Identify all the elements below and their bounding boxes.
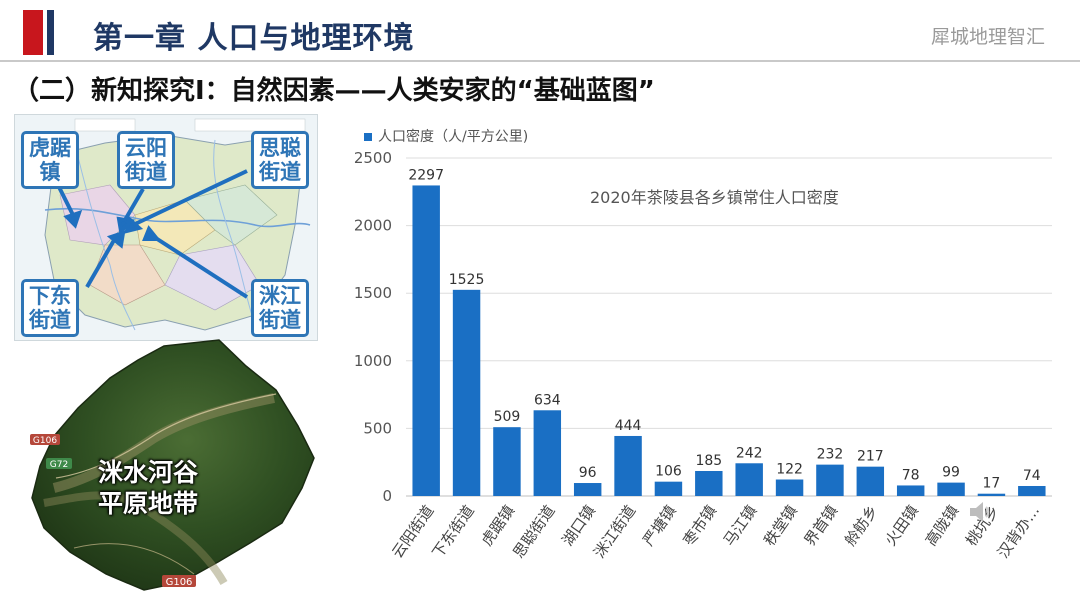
satellite-caption-line2: 平原地带	[97, 489, 198, 518]
map-label-yunyang: 云阳街道	[117, 131, 175, 189]
bar	[695, 470, 723, 496]
data-label: 634	[534, 392, 561, 408]
data-label: 242	[736, 445, 763, 461]
data-label: 444	[615, 418, 642, 434]
section-title: （二）新知探究Ⅰ：自然因素——人类安家的“基础蓝图”	[13, 76, 655, 106]
category-label: 虎踞镇	[478, 502, 519, 549]
data-label: 2297	[408, 167, 444, 183]
category-label: 枣市镇	[680, 502, 721, 549]
category-label: 马江镇	[720, 502, 761, 549]
category-label: 汉背办…	[994, 502, 1043, 561]
y-tick-label: 2000	[354, 217, 392, 235]
bar	[533, 410, 562, 496]
category-label: 秩堂镇	[760, 502, 801, 549]
data-label: 99	[942, 465, 960, 481]
chart-legend: 人口密度（人/平方公里)	[364, 126, 528, 146]
navy-accent-bar	[47, 10, 54, 55]
category-label: 高陇镇	[922, 502, 963, 549]
chart-title: 2020年茶陵县各乡镇常住人口密度	[590, 188, 839, 207]
bar	[1018, 485, 1046, 496]
category-label: 下东街道	[429, 502, 478, 561]
header-divider	[0, 60, 1080, 62]
data-label: 96	[579, 465, 597, 481]
map-label-huju: 虎踞镇	[21, 131, 79, 189]
category-label: 火田镇	[881, 502, 922, 549]
data-label: 17	[983, 476, 1001, 492]
bar	[412, 185, 440, 496]
legend-label: 人口密度（人/平方公里)	[378, 129, 529, 145]
map-label-xiadong: 下东街道	[21, 279, 79, 337]
category-label: 洣江街道	[590, 502, 639, 561]
bar	[856, 466, 885, 496]
bar	[977, 493, 1006, 496]
road-badge-g72: G72	[46, 458, 72, 470]
population-density-chart: 0 500 1000 1500 2000 2500 2297 云阳街道 1525 下东街道 509 虎…	[340, 118, 1062, 598]
bar	[614, 435, 642, 496]
y-tick-label: 500	[363, 419, 392, 437]
data-label: 232	[817, 447, 844, 463]
category-label: 舲舫乡	[841, 502, 882, 549]
county-map: 虎踞镇 云阳街道 思聪街道 下东街道 洣江街道	[14, 114, 318, 341]
satellite-caption-line1: 洣水河谷	[97, 458, 198, 487]
bar-chart-canvas: 050010001500200025002297云阳街道1525下东街道509虎…	[354, 149, 1052, 561]
legend-swatch	[364, 133, 372, 141]
data-label: 1525	[449, 272, 485, 288]
bar	[896, 485, 925, 496]
satellite-caption: 洣水河谷 平原地带	[58, 457, 238, 519]
road-badge-g106-bottom: G106	[162, 575, 196, 588]
y-tick-label: 2500	[354, 149, 392, 167]
slide-header: 第一章 人口与地理环境 犀城地理智汇	[0, 0, 1080, 62]
brand-label: 犀城地理智汇	[930, 26, 1045, 48]
data-label: 122	[776, 462, 803, 478]
bar	[775, 479, 804, 496]
bar	[654, 481, 683, 496]
y-tick-label: 0	[382, 487, 392, 505]
bar	[573, 483, 602, 496]
satellite-terrain-image: G106 G72 G106	[30, 339, 315, 591]
category-label: 界首镇	[801, 502, 842, 549]
bar	[816, 464, 844, 496]
speaker-icon[interactable]	[966, 498, 994, 526]
bar	[735, 463, 763, 496]
y-tick-label: 1000	[354, 352, 392, 370]
data-label: 78	[902, 467, 920, 483]
map-label-mijiang: 洣江街道	[251, 279, 309, 337]
data-label: 217	[857, 449, 884, 465]
red-accent-bar	[23, 10, 43, 55]
chapter-title: 第一章 人口与地理环境	[93, 21, 415, 56]
data-label: 509	[494, 409, 521, 425]
bar	[937, 482, 965, 496]
map-label-sicong: 思聪街道	[251, 131, 309, 189]
data-label: 185	[695, 453, 722, 469]
bar	[493, 427, 521, 496]
y-tick-label: 1500	[354, 284, 392, 302]
category-label: 严塘镇	[639, 502, 680, 549]
bar	[452, 289, 481, 496]
category-label: 思聪街道	[509, 502, 558, 561]
category-label: 湖口镇	[558, 502, 599, 549]
data-label: 74	[1023, 468, 1041, 484]
data-label: 106	[655, 464, 682, 480]
svg-text:G72: G72	[50, 460, 68, 470]
road-badge-g106-top: G106	[30, 434, 60, 446]
svg-text:G106: G106	[33, 436, 57, 446]
svg-text:G106: G106	[166, 577, 193, 588]
